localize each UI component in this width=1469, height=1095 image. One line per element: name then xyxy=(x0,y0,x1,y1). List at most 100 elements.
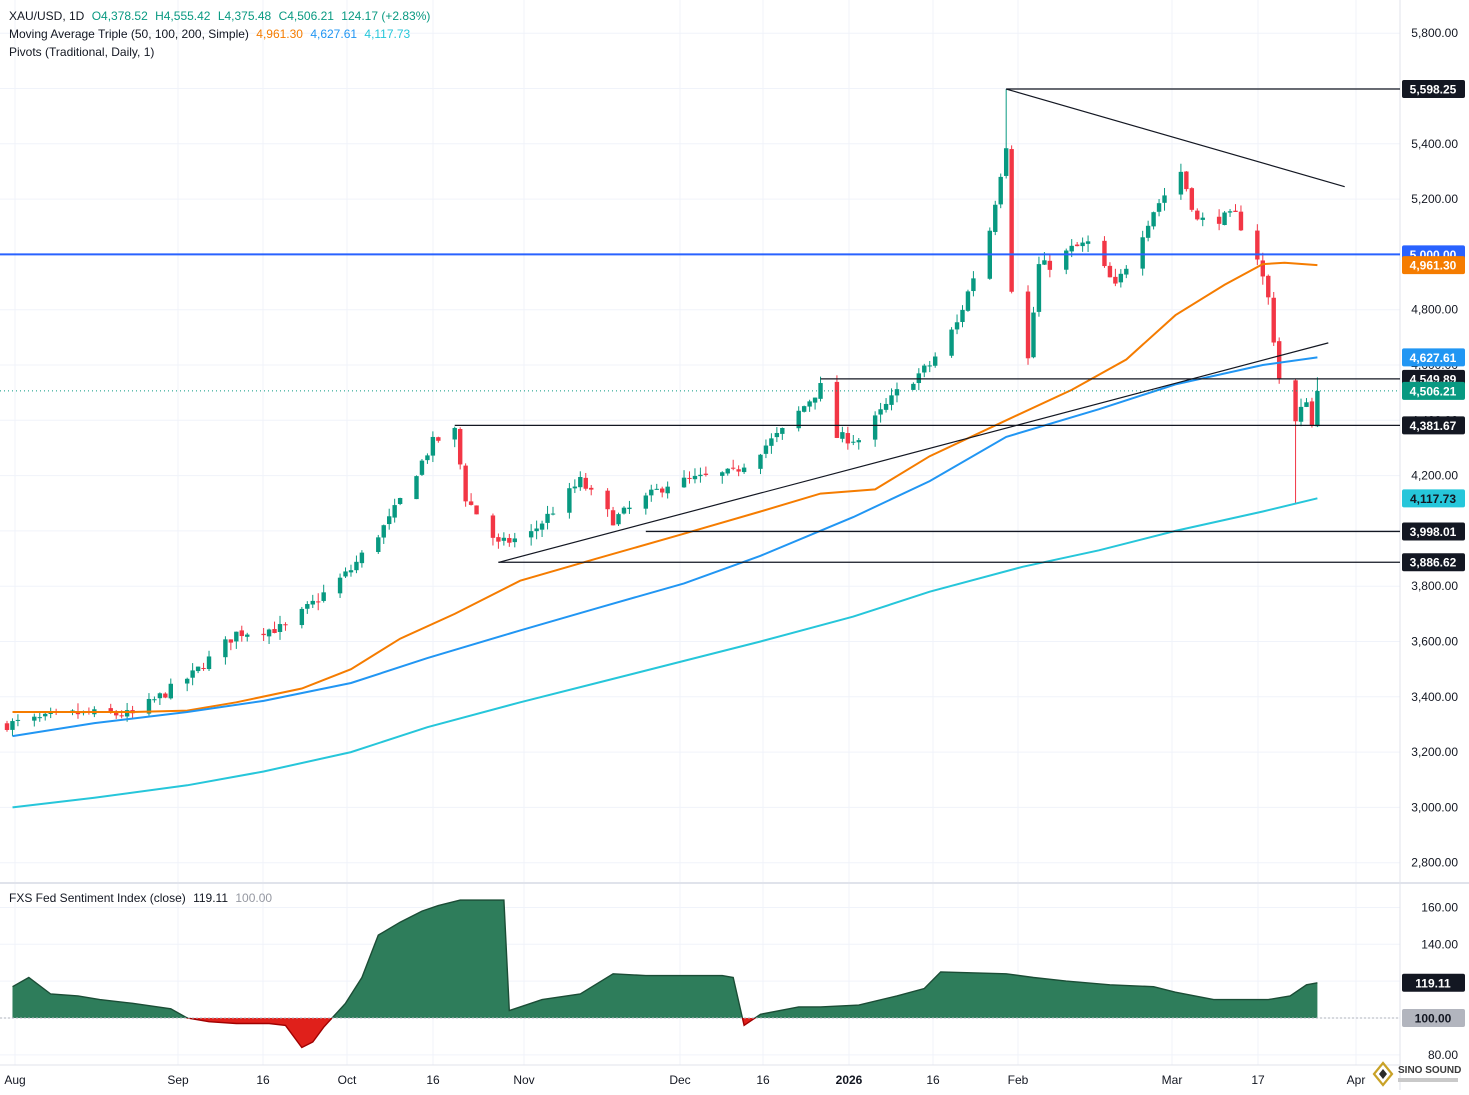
price-label-box xyxy=(1402,416,1465,435)
candle-body xyxy=(627,507,632,510)
candle-body xyxy=(1074,244,1080,247)
candle-body xyxy=(321,592,326,601)
candle-body xyxy=(763,445,769,454)
candle-body xyxy=(1003,148,1009,176)
price-label-box xyxy=(1402,489,1465,508)
candle-body xyxy=(1047,260,1053,270)
candle-body xyxy=(48,712,53,714)
moving-average-line xyxy=(12,497,1318,809)
candle-body xyxy=(1233,210,1238,212)
candle-body xyxy=(206,656,212,670)
candle-body xyxy=(474,505,479,515)
candle-body xyxy=(572,486,578,489)
candle-body xyxy=(228,639,234,643)
candle-body xyxy=(1309,401,1315,426)
candle-body xyxy=(15,719,21,721)
candle-body xyxy=(1315,390,1320,427)
candle-body xyxy=(883,403,889,410)
ma-title[interactable]: Moving Average Triple (50, 100, 200, Sim… xyxy=(9,27,249,41)
candle-body xyxy=(37,717,42,719)
indicator-label-box xyxy=(1402,1009,1465,1027)
candle-body xyxy=(1271,297,1276,343)
price-label: 4,381.67 xyxy=(1410,419,1457,433)
candle-body xyxy=(146,698,152,714)
candle-body xyxy=(43,713,48,717)
candle-body xyxy=(234,631,239,642)
price-label-box xyxy=(1402,522,1465,541)
candle-body xyxy=(501,537,507,541)
candle-body xyxy=(1151,212,1156,227)
candle-body xyxy=(1124,268,1129,275)
candle-body xyxy=(965,291,971,311)
candle-body xyxy=(1293,380,1298,422)
price-tick-label: 4,200.00 xyxy=(1411,469,1458,483)
candle-body xyxy=(359,552,365,564)
candle-body xyxy=(4,723,10,730)
symbol-label[interactable]: XAU/USD, 1D xyxy=(9,9,85,23)
candle-body xyxy=(621,507,627,514)
indicator-tick-label: 140.00 xyxy=(1421,937,1458,951)
candle-body xyxy=(1255,230,1260,260)
candle-body xyxy=(272,629,277,633)
price-label: 4,506.21 xyxy=(1410,384,1457,398)
candle-body xyxy=(681,477,687,488)
sentiment-line-negative xyxy=(185,1018,757,1049)
ma200-value: 4,117.73 xyxy=(364,27,411,41)
candle-body xyxy=(736,469,741,472)
ma-legend: Moving Average Triple (50, 100, 200, Sim… xyxy=(9,27,414,41)
candle-body xyxy=(184,678,190,684)
candle-body xyxy=(1195,210,1200,220)
candle-body xyxy=(1200,217,1205,220)
time-tick-label: Apr xyxy=(1347,1073,1366,1087)
candle-body xyxy=(769,438,774,446)
price-tick-label: 3,200.00 xyxy=(1411,745,1458,759)
candle-body xyxy=(1025,291,1031,359)
candle-body xyxy=(567,488,572,513)
candle-body xyxy=(1266,275,1271,298)
ma100-value: 4,627.61 xyxy=(310,27,358,41)
candle-body xyxy=(1140,237,1145,269)
candle-body xyxy=(201,667,206,670)
candle-body xyxy=(1222,212,1227,226)
candle-body xyxy=(1107,265,1113,278)
candle-body xyxy=(163,693,168,698)
candle-body xyxy=(381,525,386,538)
candle-body xyxy=(889,395,894,405)
candle-body xyxy=(1031,312,1036,358)
candle-body xyxy=(1080,242,1085,247)
candle-body xyxy=(316,601,321,603)
candle-body xyxy=(277,624,283,632)
candle-body xyxy=(1227,211,1233,213)
time-tick-label: Sep xyxy=(167,1073,189,1087)
logo-text: SINO SOUND xyxy=(1398,1065,1461,1076)
high-value: H4,555.42 xyxy=(155,9,211,23)
candle-body xyxy=(550,513,556,515)
time-tick-label: Aug xyxy=(4,1073,25,1087)
indicator-title[interactable]: FXS Fed Sentiment Index (close) xyxy=(9,891,186,905)
price-label: 4,961.30 xyxy=(1410,259,1457,273)
indicator-label: 119.11 xyxy=(1415,976,1451,990)
candle-body xyxy=(998,176,1003,205)
candle-body xyxy=(856,440,861,443)
moving-average-line xyxy=(12,356,1318,738)
indicator-label-box xyxy=(1402,973,1465,992)
candle-body xyxy=(1298,406,1304,422)
pivots-title[interactable]: Pivots (Traditional, Daily, 1) xyxy=(9,45,155,59)
candle-body xyxy=(545,513,550,523)
candle-body xyxy=(1162,195,1167,203)
candle-body xyxy=(436,437,441,441)
candle-body xyxy=(1276,341,1282,380)
candle-body xyxy=(1304,402,1309,407)
candle-body xyxy=(266,629,272,637)
candle-body xyxy=(299,608,305,626)
candle-body xyxy=(1260,260,1265,277)
candle-body xyxy=(1184,171,1189,190)
candle-body xyxy=(157,693,163,699)
price-label-box xyxy=(1402,256,1465,275)
candle-body xyxy=(119,715,124,717)
candle-body xyxy=(1216,216,1222,224)
candle-body xyxy=(534,528,539,532)
candle-body xyxy=(796,410,801,429)
candle-body xyxy=(922,365,927,373)
